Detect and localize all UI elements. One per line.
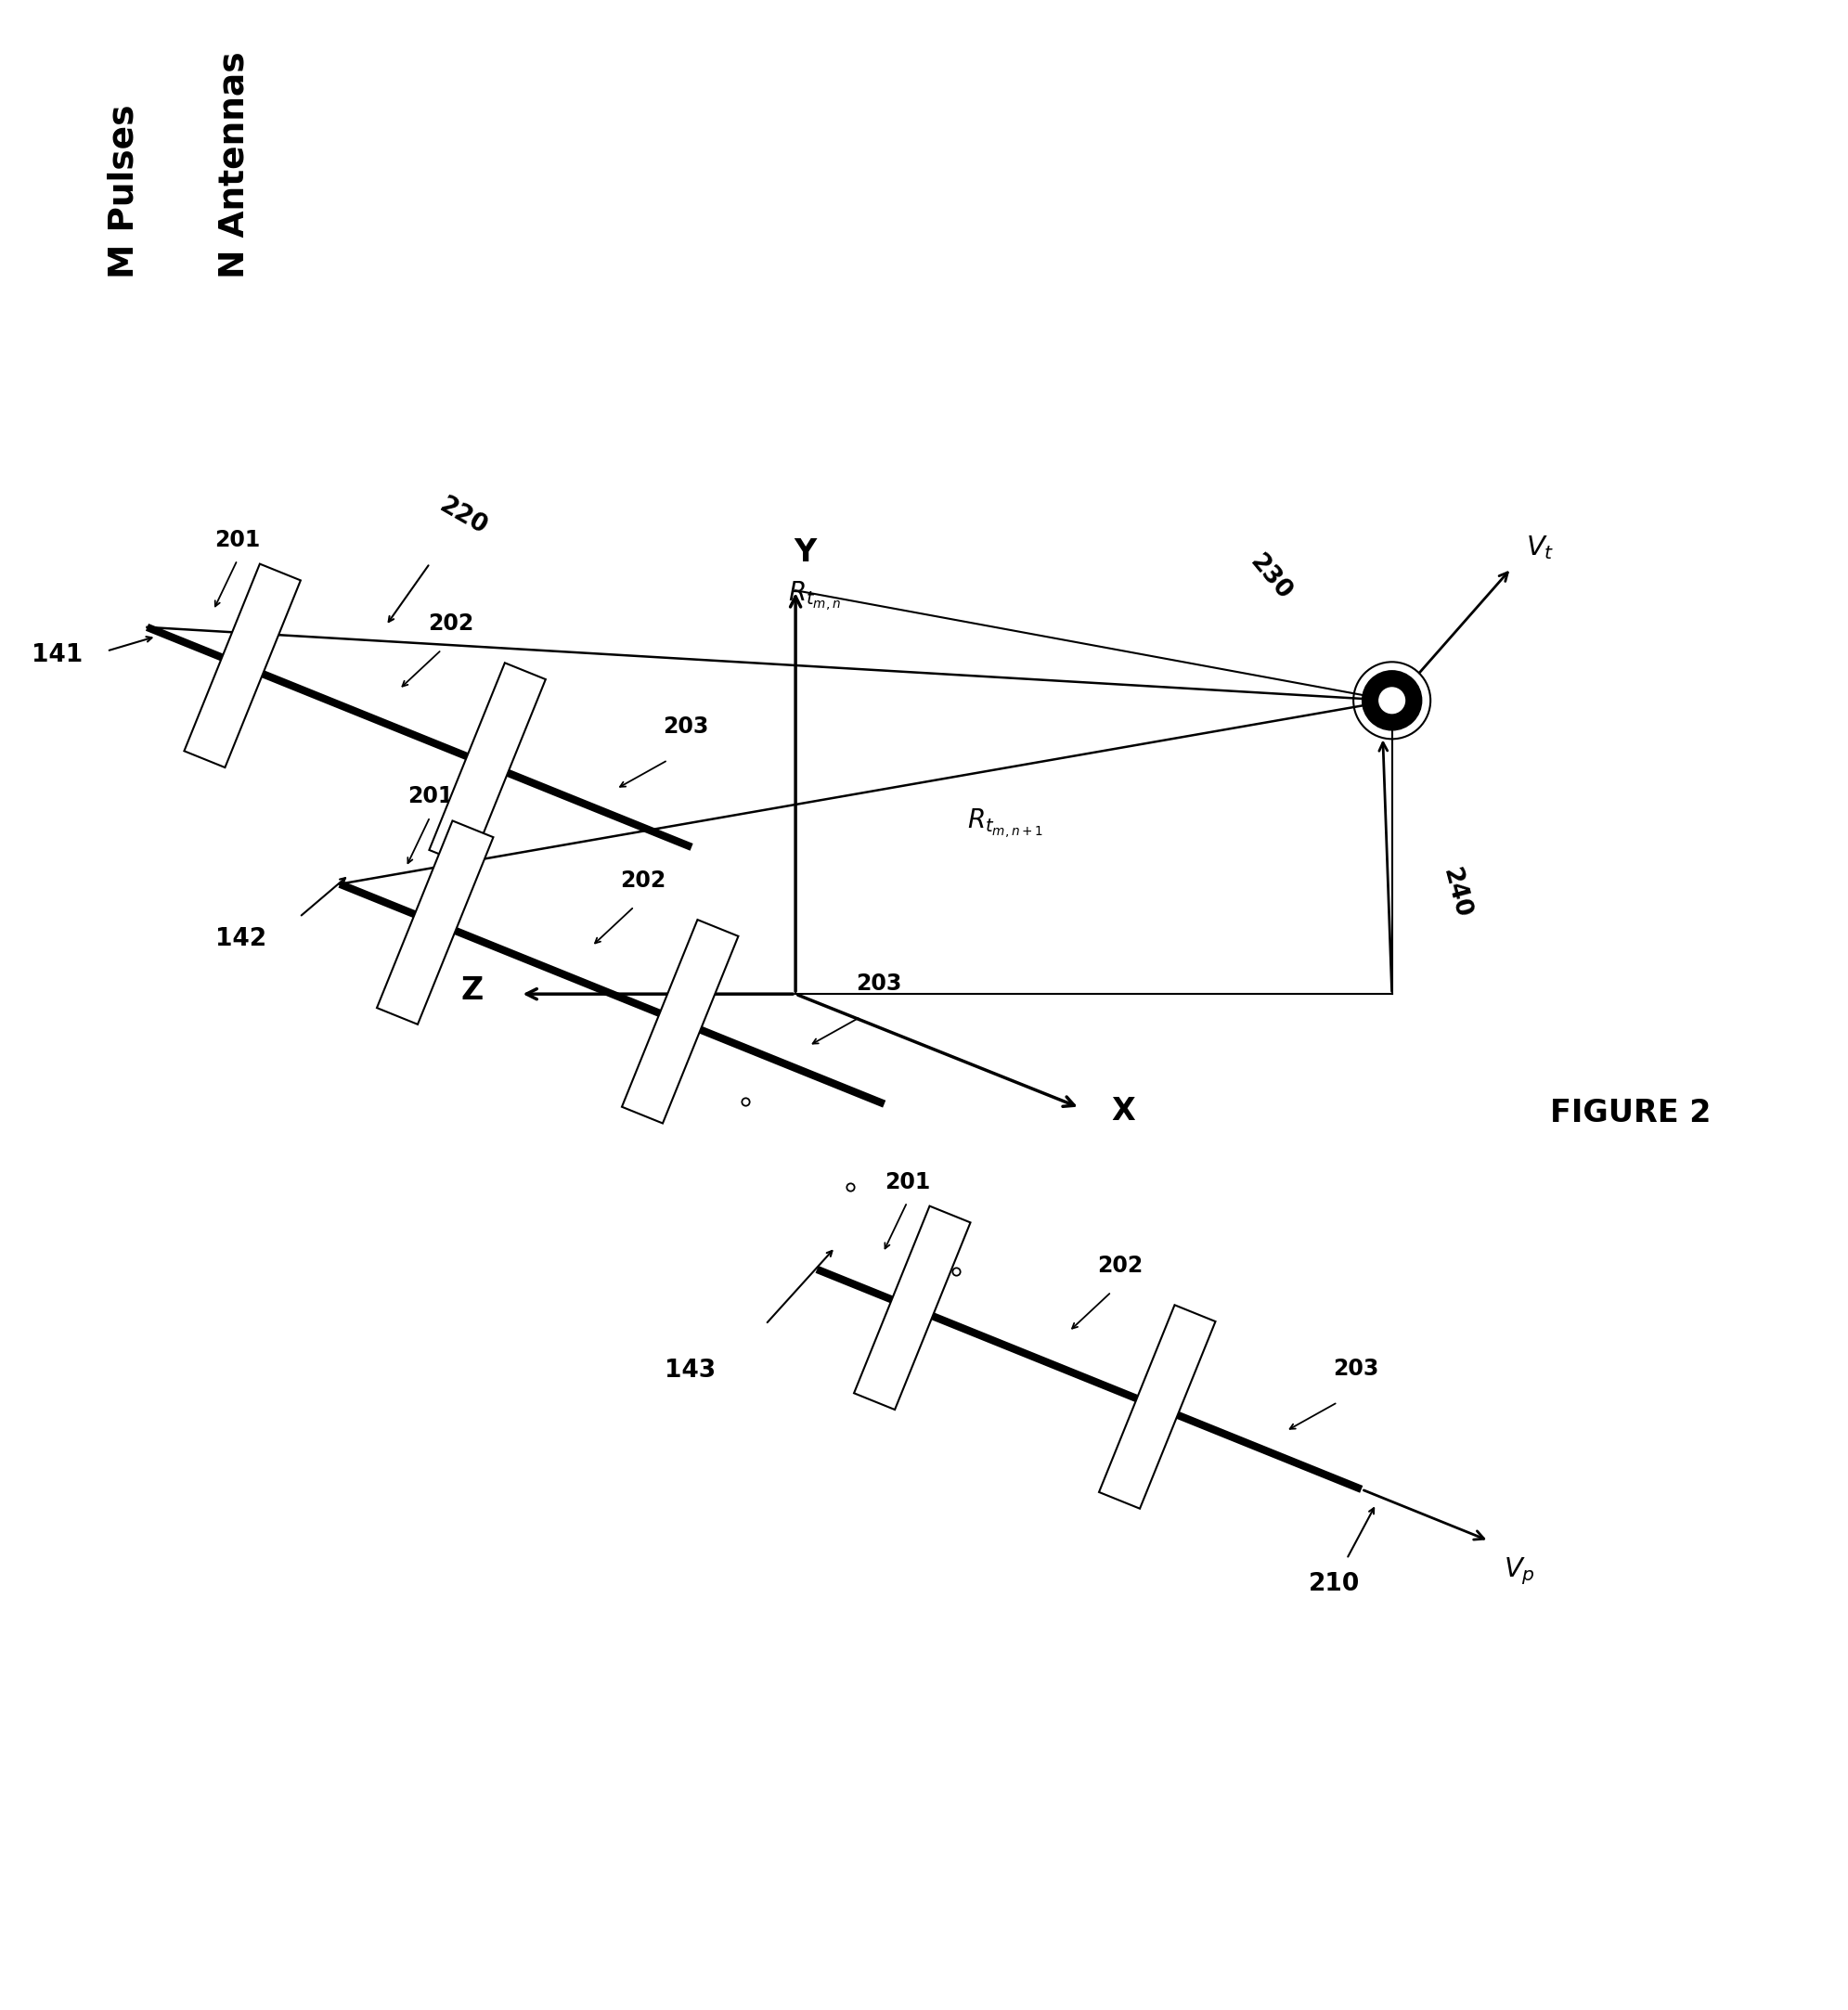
Text: 240: 240	[1438, 866, 1475, 921]
Polygon shape	[377, 820, 493, 1025]
Text: $V_t$: $V_t$	[1526, 533, 1554, 561]
Text: 203: 203	[856, 973, 902, 995]
Text: 220: 220	[436, 492, 492, 539]
Text: 203: 203	[663, 716, 710, 738]
Polygon shape	[1100, 1304, 1216, 1510]
Text: $R_{t_{m,n+1}}$: $R_{t_{m,n+1}}$	[967, 806, 1042, 840]
Text: $V_p$: $V_p$	[1504, 1556, 1536, 1586]
Text: Z: Z	[460, 975, 484, 1005]
Polygon shape	[429, 663, 545, 866]
Text: 202: 202	[1098, 1254, 1144, 1276]
Text: M Pulses: M Pulses	[107, 105, 140, 279]
Text: 230: 230	[1246, 551, 1297, 605]
Text: 141: 141	[31, 643, 83, 667]
Text: Y: Y	[793, 539, 817, 569]
Text: FIGURE 2: FIGURE 2	[1550, 1097, 1711, 1128]
Circle shape	[1364, 671, 1421, 730]
Polygon shape	[854, 1206, 970, 1409]
Text: 201: 201	[407, 786, 453, 808]
Polygon shape	[185, 565, 301, 768]
Text: 201: 201	[885, 1170, 930, 1194]
Polygon shape	[623, 921, 739, 1124]
Text: 203: 203	[1332, 1359, 1379, 1381]
Text: 202: 202	[429, 613, 473, 635]
Text: N Antennas: N Antennas	[218, 52, 251, 279]
Text: 143: 143	[665, 1359, 715, 1383]
Text: X: X	[1111, 1095, 1135, 1128]
Text: 142: 142	[214, 927, 266, 951]
Text: $R_{t_{m,n}}$: $R_{t_{m,n}}$	[787, 579, 841, 613]
Text: 202: 202	[621, 870, 667, 892]
Text: 201: 201	[214, 529, 261, 551]
Circle shape	[1379, 687, 1404, 714]
Text: 210: 210	[1308, 1572, 1360, 1596]
